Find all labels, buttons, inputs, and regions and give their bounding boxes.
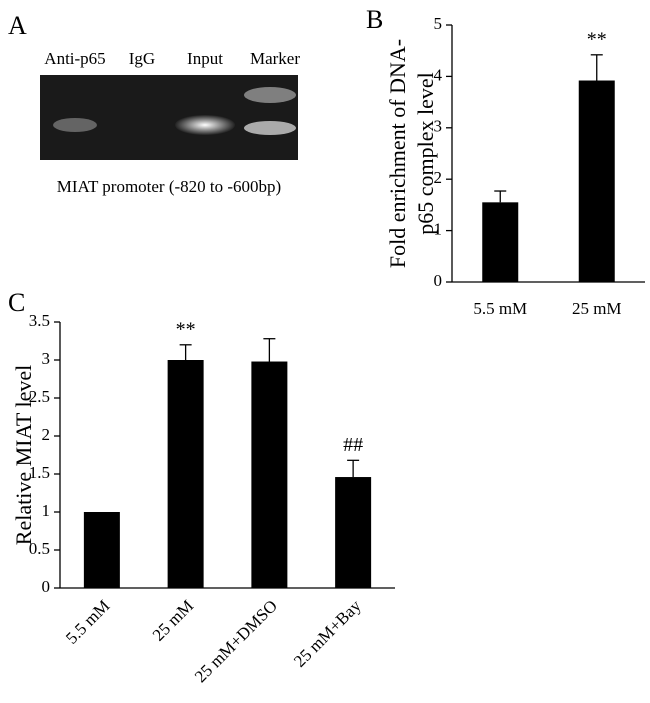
- y-axis-label: p65 complex level: [413, 72, 438, 235]
- y-axis-label: Fold enrichment of DNA-: [385, 39, 410, 268]
- y-tick-label: 5: [434, 14, 443, 33]
- band: [244, 121, 296, 135]
- lane-label: IgG: [129, 49, 155, 68]
- x-tick-label: 25 mM: [572, 299, 622, 318]
- bar: [482, 202, 519, 282]
- panel-label: A: [8, 11, 27, 40]
- gel-caption: MIAT promoter (-820 to -600bp): [57, 177, 281, 196]
- significance: **: [587, 28, 607, 50]
- band: [175, 115, 235, 135]
- bar: [167, 360, 204, 588]
- y-tick-label: 0: [42, 577, 51, 596]
- y-tick-label: 1: [42, 501, 51, 520]
- x-tick-label: 25 mM+Bay: [290, 596, 365, 671]
- x-tick-label: 5.5 mM: [473, 299, 527, 318]
- y-tick-label: 3: [434, 117, 443, 136]
- y-tick-label: 2: [434, 168, 443, 187]
- y-tick-label: 0: [434, 271, 443, 290]
- lane-label: Anti-p65: [44, 49, 105, 68]
- y-tick-label: 4: [434, 65, 443, 84]
- lane-label: Marker: [250, 49, 300, 68]
- bar: [251, 361, 288, 588]
- x-tick-label: 25 mM: [149, 596, 198, 645]
- panel-label: B: [366, 5, 383, 34]
- y-tick-label: 1: [434, 220, 443, 239]
- band: [53, 118, 97, 132]
- y-tick-label: 2.5: [29, 387, 50, 406]
- y-tick-label: 3.5: [29, 311, 50, 330]
- y-tick-label: 2: [42, 425, 51, 444]
- y-tick-label: 0.5: [29, 539, 50, 558]
- bar: [335, 477, 372, 588]
- band: [244, 87, 296, 103]
- significance: **: [176, 318, 196, 340]
- y-axis-label: Relative MIAT level: [11, 365, 36, 545]
- bar: [578, 80, 615, 283]
- x-tick-label: 25 mM+DMSO: [191, 596, 281, 686]
- bar: [83, 512, 120, 588]
- lane-label: Input: [187, 49, 223, 68]
- x-tick-label: 5.5 mM: [62, 596, 114, 648]
- panel-label: C: [8, 288, 25, 317]
- y-tick-label: 3: [42, 349, 51, 368]
- significance: ##: [343, 434, 363, 456]
- y-tick-label: 1.5: [29, 463, 50, 482]
